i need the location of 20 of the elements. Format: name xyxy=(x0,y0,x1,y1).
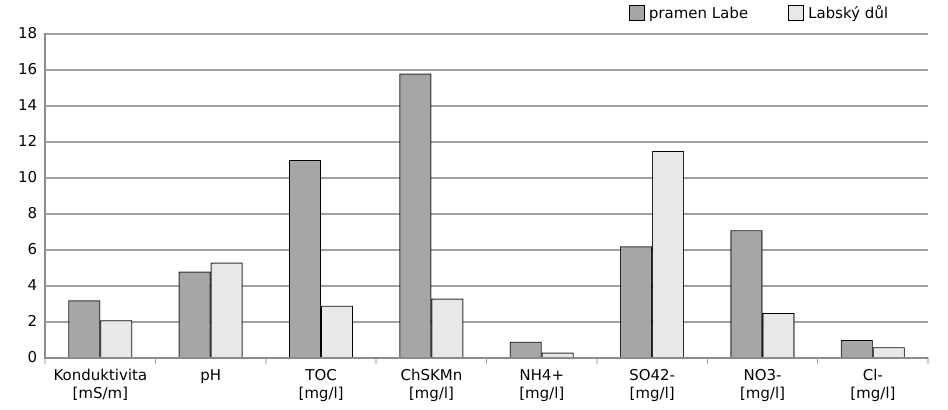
x-tick-label: NH4+ [mg/l] xyxy=(519,366,564,402)
y-tick-label: 0 xyxy=(28,348,38,366)
y-tick-label: 14 xyxy=(18,96,38,114)
x-tick-label: SO42- [mg/l] xyxy=(629,366,676,402)
y-tick-label: 18 xyxy=(18,24,38,42)
y-tick-label: 16 xyxy=(18,60,38,78)
legend-label: pramen Labe xyxy=(648,4,748,22)
legend-label: Labský důl xyxy=(808,4,888,22)
y-tick-label: 4 xyxy=(28,276,38,294)
x-tick-label: TOC [mg/l] xyxy=(298,366,344,402)
y-tick-label: 6 xyxy=(28,240,38,258)
y-tick-label: 12 xyxy=(18,132,38,150)
x-tick-label: NO3- [mg/l] xyxy=(740,366,785,402)
x-tick-label: ChSKMn [mg/l] xyxy=(400,366,462,402)
y-tick-label: 10 xyxy=(18,168,38,186)
x-tick-label: Cl- [mg/l] xyxy=(850,366,896,402)
x-tick-label: pH xyxy=(200,366,222,384)
x-tick-label: Konduktivita [mS/m] xyxy=(53,366,148,402)
y-tick-label: 8 xyxy=(28,204,38,222)
y-tick-label: 2 xyxy=(28,312,38,330)
